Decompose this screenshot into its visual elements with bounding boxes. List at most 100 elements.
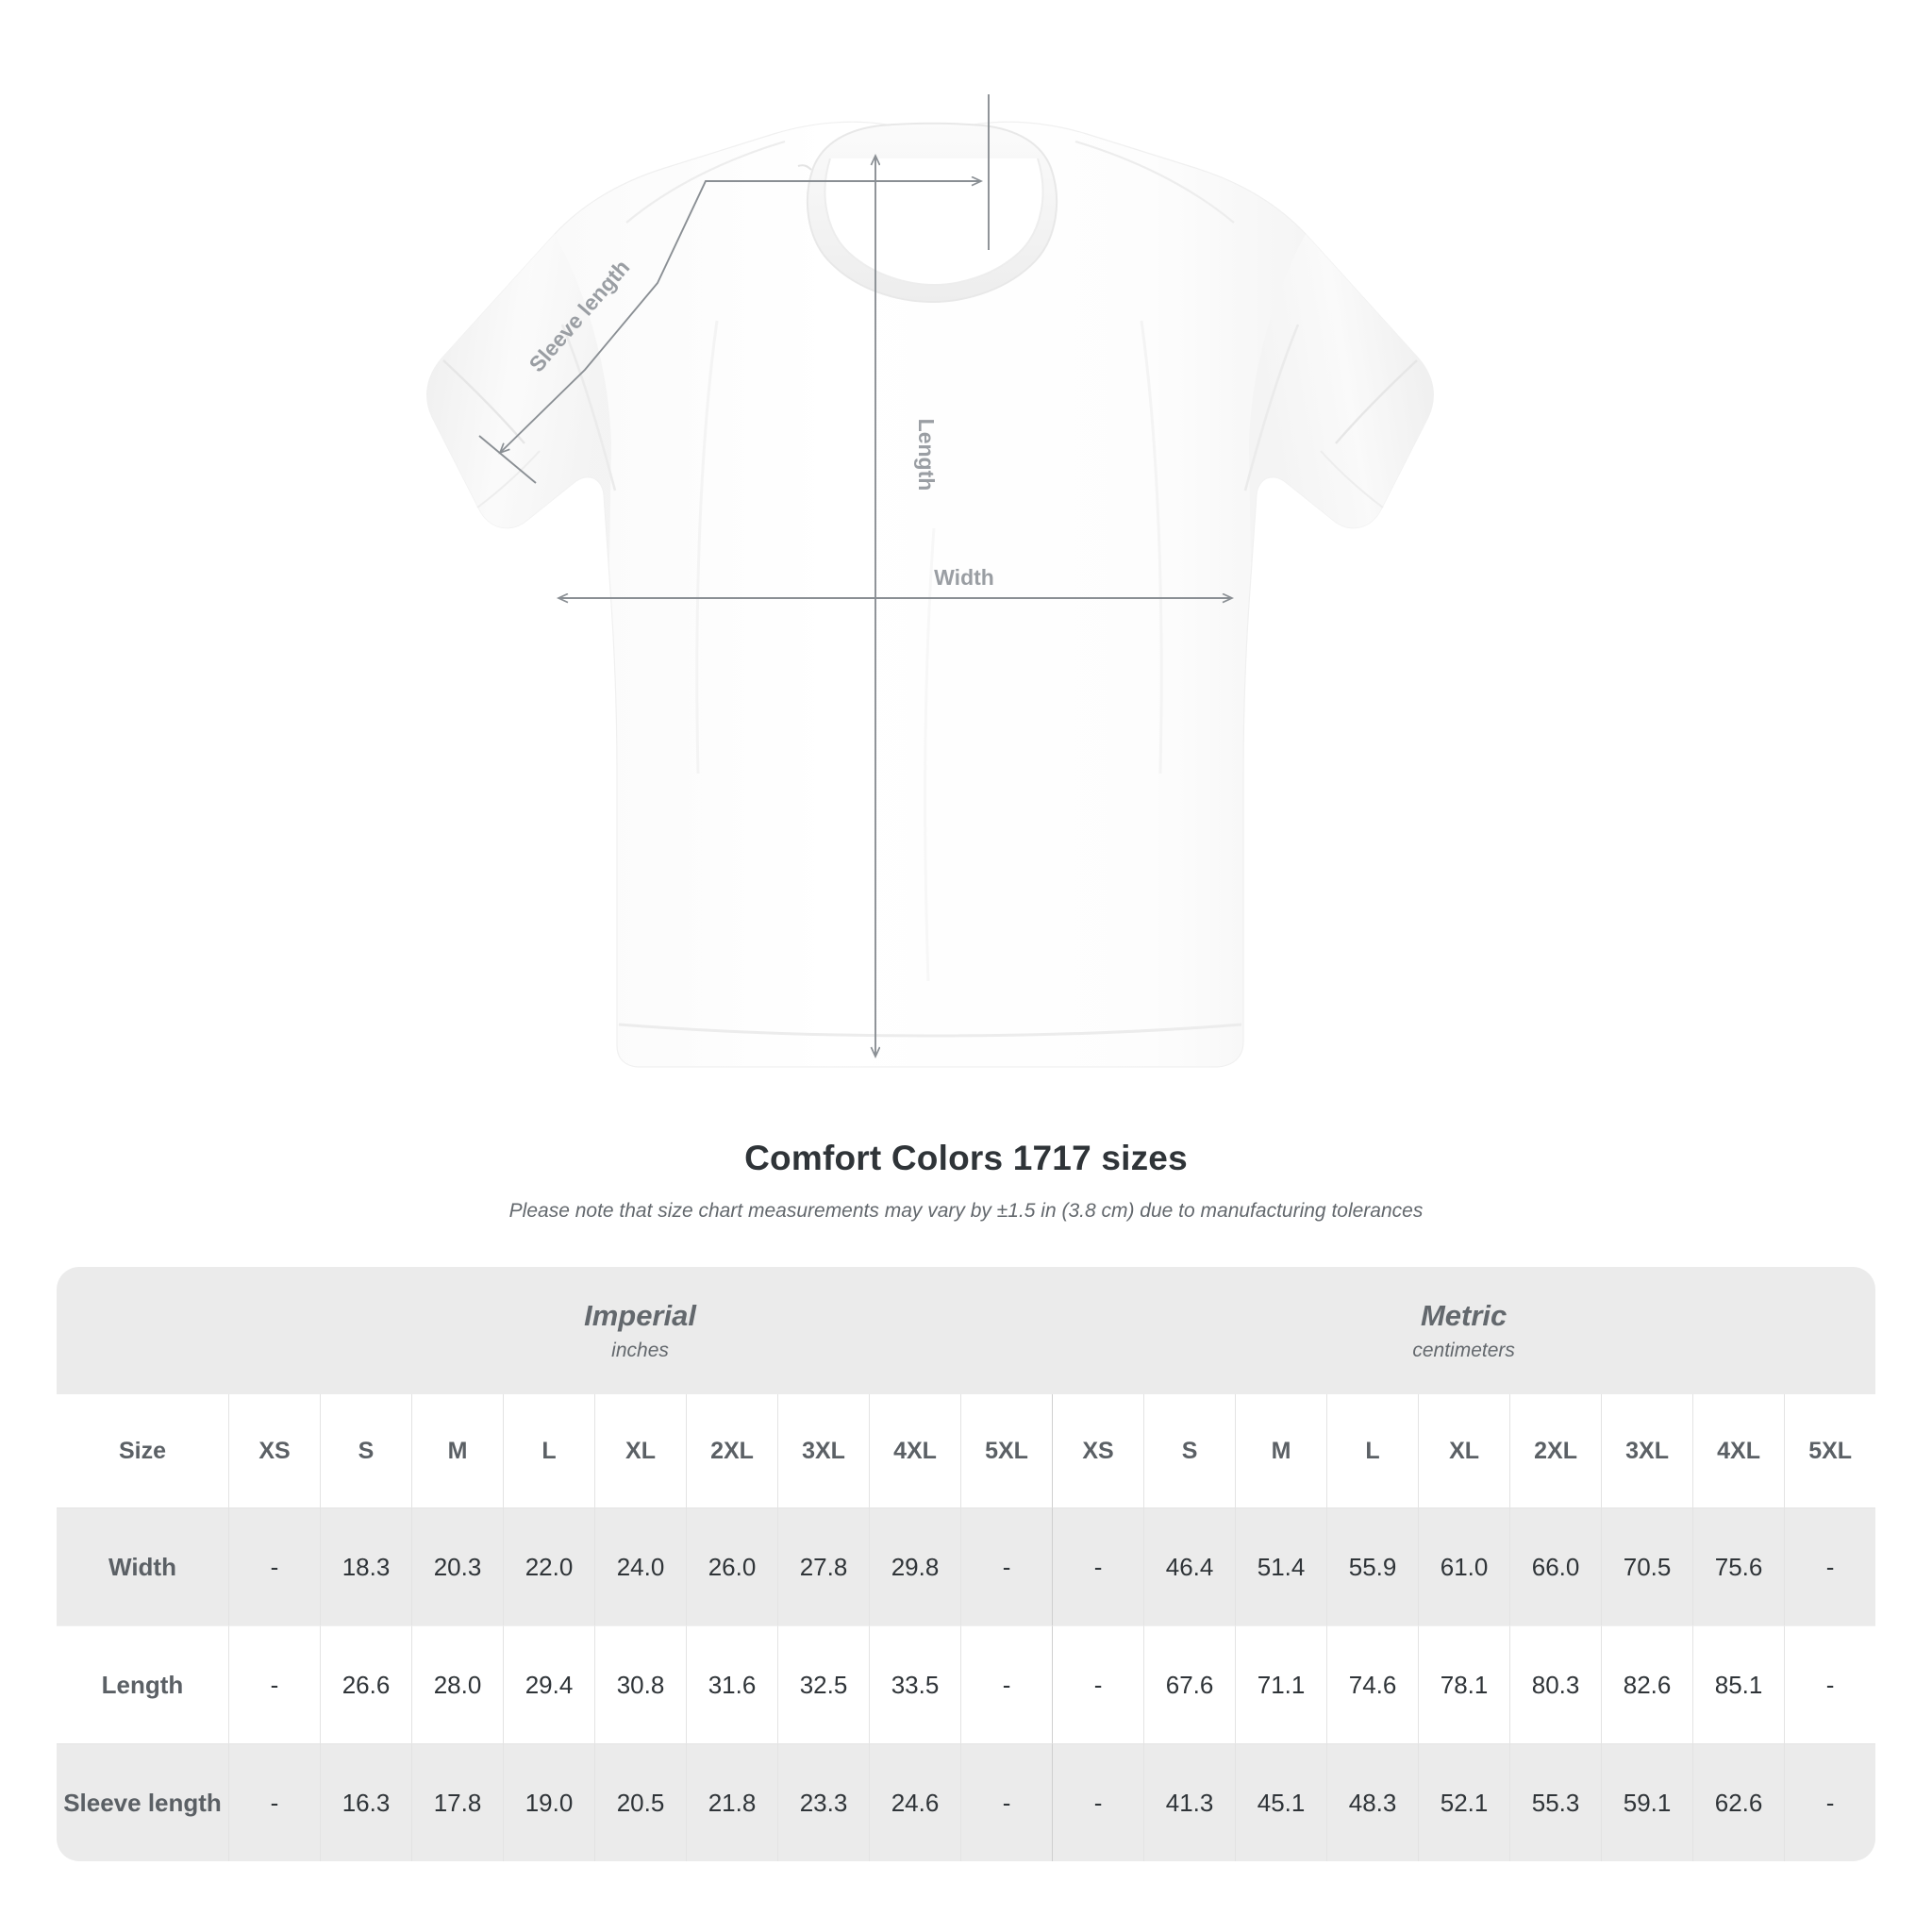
measurement-value: 62.6: [1692, 1743, 1785, 1861]
measurement-value: 78.1: [1418, 1625, 1510, 1743]
measurement-value: -: [1052, 1507, 1144, 1625]
size-header-cell: L: [1326, 1394, 1419, 1507]
tshirt-sleeve-right: [1249, 234, 1434, 566]
size-header-cell: 3XL: [777, 1394, 869, 1507]
measurement-value: 31.6: [686, 1625, 777, 1743]
armhole-seam-left: [560, 324, 617, 491]
measurement-value: 55.3: [1509, 1743, 1602, 1861]
measurement-value: 71.1: [1235, 1625, 1327, 1743]
measurement-value: 29.8: [869, 1507, 960, 1625]
measurement-annotations: [478, 94, 1232, 1057]
unit-header-imperial: Imperial inches: [228, 1267, 1053, 1394]
size-header-cell: 2XL: [1509, 1394, 1602, 1507]
measurement-value: 22.0: [503, 1507, 594, 1625]
tshirt-illustration: Sleeve length Length Width: [426, 94, 1434, 1068]
measurement-value: 27.8: [777, 1507, 869, 1625]
measurement-value: 32.5: [777, 1625, 869, 1743]
measurement-value: 85.1: [1692, 1625, 1785, 1743]
chart-heading-block: Comfort Colors 1717 sizes Please note th…: [0, 1137, 1932, 1224]
measurement-value: 24.0: [594, 1507, 686, 1625]
unit-system-name: Imperial: [584, 1298, 696, 1332]
body-fold-1: [695, 320, 719, 774]
size-header-cell: XS: [228, 1394, 320, 1507]
size-header-cell: L: [503, 1394, 594, 1507]
measurement-value: 67.6: [1143, 1625, 1236, 1743]
size-header-cell: 4XL: [869, 1394, 960, 1507]
measurement-value: 48.3: [1326, 1743, 1419, 1861]
size-header-cell: XS: [1052, 1394, 1144, 1507]
measurement-value: 19.0: [503, 1743, 594, 1861]
sleeve-fold-right: [1320, 450, 1384, 508]
measurement-name: Width: [57, 1507, 228, 1625]
measurement-value: -: [1784, 1625, 1876, 1743]
size-header-cell: M: [411, 1394, 503, 1507]
shoulder-seam-right: [1074, 140, 1235, 224]
measurement-value: 41.3: [1143, 1743, 1236, 1861]
measurement-value: 17.8: [411, 1743, 503, 1861]
shoulder-datum-dimension: [706, 94, 990, 250]
sleeve-hem-left: [442, 359, 525, 444]
unit-header-row: Imperial inches Metric centimeters: [57, 1267, 1876, 1394]
measurement-value: 24.6: [869, 1743, 960, 1861]
measurement-value: 29.4: [503, 1625, 594, 1743]
unit-header-metric: Metric centimeters: [1052, 1267, 1876, 1394]
measurement-value: 46.4: [1143, 1507, 1236, 1625]
sleeve-length-tick: [478, 435, 537, 484]
measurement-value: -: [1784, 1743, 1876, 1861]
sleeve-fold-left: [476, 450, 541, 508]
measurement-value: 23.3: [777, 1743, 869, 1861]
width-label: Width: [934, 565, 994, 590]
unit-system-name: Metric: [1420, 1298, 1507, 1332]
tshirt-garment: [426, 121, 1434, 1068]
unit-header-spacer: [57, 1267, 228, 1394]
measurement-value: 59.1: [1601, 1743, 1693, 1861]
measurement-value: 45.1: [1235, 1743, 1327, 1861]
table-row: Length -26.6 28.0 29.4 30.8 31.6 32.5 33.5- -67.…: [57, 1625, 1876, 1743]
measurement-value: 20.5: [594, 1743, 686, 1861]
tolerance-note: Please note that size chart measurements…: [508, 1200, 1424, 1223]
measurement-value: 30.8: [594, 1625, 686, 1743]
measurement-value: -: [960, 1743, 1053, 1861]
size-header-cell: XL: [1418, 1394, 1510, 1507]
size-header-cell: XL: [594, 1394, 686, 1507]
measurement-value: 52.1: [1418, 1743, 1510, 1861]
length-label: Length: [914, 419, 939, 491]
measurement-value: 66.0: [1509, 1507, 1602, 1625]
measurement-value: 26.6: [320, 1625, 411, 1743]
unit-system-subtitle: centimeters: [1412, 1340, 1515, 1362]
bottom-hem: [618, 1023, 1242, 1038]
measurement-value: 33.5: [869, 1625, 960, 1743]
size-chart-table-container: Imperial inches Metric centimeters Size XS S M L…: [57, 1267, 1876, 1861]
measurement-value: -: [960, 1507, 1053, 1625]
size-header-cell: 5XL: [960, 1394, 1053, 1507]
measurement-value: 70.5: [1601, 1507, 1693, 1625]
measurement-value: 55.9: [1326, 1507, 1419, 1625]
measurement-value: 51.4: [1235, 1507, 1327, 1625]
sleeve-hem-right: [1335, 359, 1418, 444]
collar-tab: [797, 164, 812, 171]
measurement-value: 82.6: [1601, 1625, 1693, 1743]
measurement-value: -: [228, 1625, 320, 1743]
measurement-value: 75.6: [1692, 1507, 1785, 1625]
size-chart-table: Imperial inches Metric centimeters Size XS S M L…: [57, 1267, 1876, 1861]
size-header-cell: S: [320, 1394, 411, 1507]
body-fold-center: [924, 527, 936, 982]
measurement-value: -: [1052, 1743, 1144, 1861]
table-row: Width -18.3 20.3 22.0 24.0 26.0 27.8 29.8- -46.4…: [57, 1507, 1876, 1625]
measurement-value: 16.3: [320, 1743, 411, 1861]
size-header-cell: 4XL: [1692, 1394, 1785, 1507]
size-header-row: Size XS S M L XL 2XL 3XL 4XL 5XL XS S M L XL 2XL 3XL 4XL 5…: [57, 1394, 1876, 1507]
size-header-cell: M: [1235, 1394, 1327, 1507]
measurement-name: Sleeve length: [57, 1743, 228, 1861]
measurement-value: -: [228, 1743, 320, 1861]
shoulder-seam-left: [625, 140, 786, 224]
size-column-header: Size: [57, 1394, 228, 1507]
size-header-cell: 2XL: [686, 1394, 777, 1507]
measurement-value: 26.0: [686, 1507, 777, 1625]
page-title: Comfort Colors 1717 sizes: [744, 1139, 1188, 1177]
measurement-name: Length: [57, 1625, 228, 1743]
size-header-cell: S: [1143, 1394, 1236, 1507]
size-header-cell: 5XL: [1784, 1394, 1876, 1507]
measurement-value: -: [960, 1625, 1053, 1743]
tshirt-sleeve-left: [426, 234, 611, 566]
